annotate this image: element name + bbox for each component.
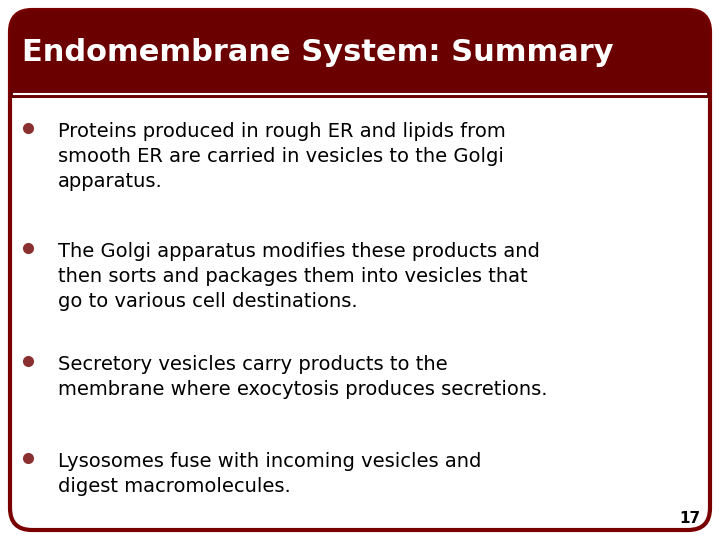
FancyBboxPatch shape	[10, 10, 710, 98]
Text: Lysosomes fuse with incoming vesicles and
digest macromolecules.: Lysosomes fuse with incoming vesicles an…	[58, 452, 482, 496]
Text: Proteins produced in rough ER and lipids from
smooth ER are carried in vesicles : Proteins produced in rough ER and lipids…	[58, 122, 505, 191]
Text: The Golgi apparatus modifies these products and
then sorts and packages them int: The Golgi apparatus modifies these produ…	[58, 242, 540, 311]
FancyBboxPatch shape	[10, 10, 710, 530]
Text: Secretory vesicles carry products to the
membrane where exocytosis produces secr: Secretory vesicles carry products to the…	[58, 355, 547, 399]
FancyBboxPatch shape	[10, 54, 710, 98]
Text: 17: 17	[679, 511, 700, 526]
Text: Endomembrane System: Summary: Endomembrane System: Summary	[22, 38, 613, 67]
